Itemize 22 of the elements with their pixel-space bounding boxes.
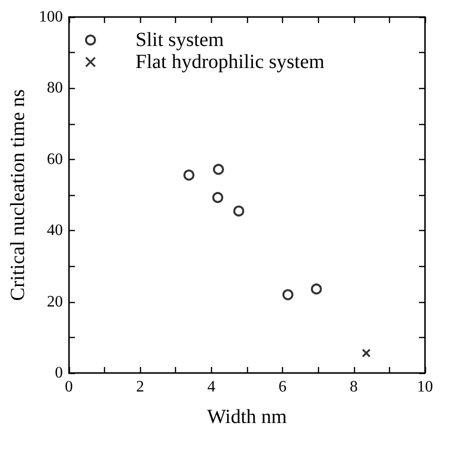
y-tick-label: 80 bbox=[46, 80, 63, 97]
point bbox=[212, 164, 224, 175]
legend-label: Slit system bbox=[136, 29, 224, 51]
legend-label: Flat hydrophilic system bbox=[136, 51, 325, 73]
x-tick-label: 10 bbox=[417, 378, 433, 396]
point bbox=[362, 348, 371, 358]
x-tick-label: 8 bbox=[350, 378, 358, 396]
point bbox=[282, 289, 294, 300]
y-tick-label: 100 bbox=[38, 8, 63, 26]
point bbox=[183, 170, 194, 181]
y-tick-label: 20 bbox=[46, 293, 63, 310]
point bbox=[212, 192, 224, 203]
point bbox=[233, 206, 244, 217]
point bbox=[310, 283, 322, 294]
x-tick-label: 6 bbox=[278, 378, 287, 396]
y-tick-label: 40 bbox=[46, 222, 63, 240]
x-tick-label: 2 bbox=[136, 378, 144, 396]
y-axis-title: Critical nucleation time ns bbox=[7, 88, 29, 301]
x-axis-title: Width nm bbox=[207, 406, 288, 428]
y-tick-label: 60 bbox=[46, 150, 63, 168]
x-tick-label: 4 bbox=[207, 378, 216, 396]
y-tick-label: 0 bbox=[54, 364, 63, 382]
